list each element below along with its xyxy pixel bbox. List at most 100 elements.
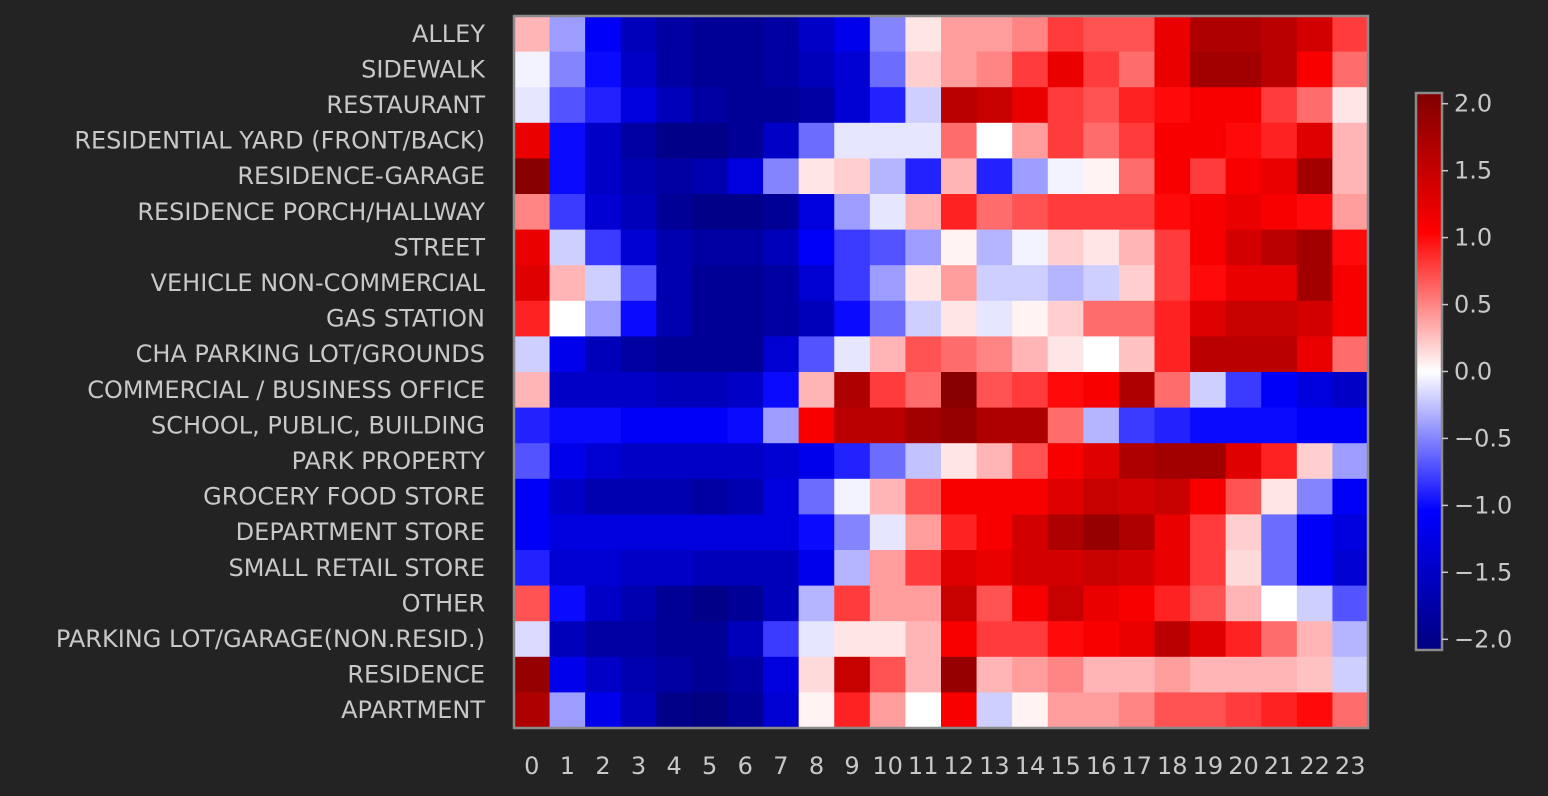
heatmap-cell xyxy=(514,514,551,551)
heatmap-cell xyxy=(869,407,907,444)
heatmap-cell xyxy=(1190,300,1227,337)
heatmap-cell xyxy=(1118,194,1156,231)
heatmap-cell xyxy=(869,229,907,266)
colorbar-tick-label: −2.0 xyxy=(1454,625,1512,653)
heatmap-cell xyxy=(976,550,1013,587)
y-tick-label: COMMERCIAL / BUSINESS OFFICE xyxy=(87,376,485,404)
heatmap-cell xyxy=(514,158,551,195)
heatmap-cell xyxy=(656,158,693,195)
heatmap-cell xyxy=(514,550,551,587)
heatmap-cell xyxy=(905,336,942,373)
heatmap-cell xyxy=(798,194,835,231)
heatmap-cell xyxy=(1261,585,1298,622)
heatmap-cell xyxy=(1083,407,1120,444)
heatmap-cell xyxy=(905,407,942,444)
heatmap-cell xyxy=(620,692,657,729)
colorbar-ticks: 2.0 1.5 1.0 0.5 0.0 −0.5 −1.0 −1.5 −2.0 xyxy=(1442,90,1512,653)
heatmap-cell xyxy=(798,16,835,53)
heatmap-cell xyxy=(1118,300,1156,337)
heatmap-cell xyxy=(834,158,871,195)
heatmap-cell xyxy=(1190,87,1227,124)
heatmap-cell xyxy=(1296,336,1334,373)
x-tick-label: 4 xyxy=(666,752,681,780)
heatmap-cell xyxy=(727,478,764,515)
heatmap-cell xyxy=(1012,585,1049,622)
heatmap-cell xyxy=(1261,656,1298,693)
colorbar-tick-label: −1.0 xyxy=(1454,491,1512,519)
heatmap-cell xyxy=(905,16,942,53)
heatmap-cell xyxy=(620,229,657,266)
heatmap-cell xyxy=(798,585,835,622)
heatmap-cell xyxy=(656,336,693,373)
heatmap-cell xyxy=(656,194,693,231)
heatmap-cell xyxy=(1261,621,1298,658)
heatmap-cell xyxy=(1332,656,1369,693)
heatmap-cell xyxy=(691,407,729,444)
heatmap-cell xyxy=(1225,158,1262,195)
heatmap-cell xyxy=(1154,550,1191,587)
heatmap-cell xyxy=(1332,443,1369,480)
y-tick-label: SMALL RETAIL STORE xyxy=(229,554,486,582)
heatmap-cell xyxy=(656,407,693,444)
heatmap-cell xyxy=(905,621,942,658)
colorbar-tick-label: 1.5 xyxy=(1454,157,1492,185)
heatmap-cell xyxy=(1012,229,1049,266)
heatmap-cell xyxy=(1296,443,1334,480)
heatmap-cell xyxy=(1332,407,1369,444)
heatmap-cell xyxy=(1225,229,1262,266)
heatmap-cell xyxy=(691,265,729,302)
heatmap-cell xyxy=(1225,16,1262,53)
heatmap-cell xyxy=(656,16,693,53)
x-tick-label: 0 xyxy=(524,752,539,780)
heatmap-cell xyxy=(691,550,729,587)
heatmap-cell xyxy=(1190,194,1227,231)
heatmap-cell xyxy=(1118,16,1156,53)
heatmap-cell xyxy=(905,265,942,302)
heatmap-cell xyxy=(1047,158,1084,195)
heatmap-frame xyxy=(512,14,1370,730)
heatmap-cell xyxy=(727,122,764,159)
heatmap-cell xyxy=(656,478,693,515)
heatmap-cell xyxy=(869,514,907,551)
heatmap-cell xyxy=(1296,51,1334,88)
heatmap-cell xyxy=(1190,514,1227,551)
heatmap-cell xyxy=(549,16,586,53)
heatmap-cell xyxy=(1332,158,1369,195)
heatmap-cell xyxy=(585,122,622,159)
y-tick-label: OTHER xyxy=(402,589,485,617)
heatmap-cell xyxy=(834,194,871,231)
heatmap-cell xyxy=(514,621,551,658)
heatmap-cell xyxy=(691,478,729,515)
colorbar-tick-label: 0.0 xyxy=(1454,358,1492,386)
heatmap-cell xyxy=(656,372,693,409)
heatmap-cell xyxy=(1154,585,1191,622)
heatmap-cell xyxy=(763,478,800,515)
heatmap-cell xyxy=(1225,621,1262,658)
heatmap-cell xyxy=(941,122,978,159)
heatmap-cell xyxy=(656,51,693,88)
y-tick-label: RESIDENCE PORCH/HALLWAY xyxy=(137,198,485,226)
heatmap-cell xyxy=(798,300,835,337)
x-tick-label: 3 xyxy=(631,752,646,780)
heatmap-cell xyxy=(549,585,586,622)
heatmap-cell xyxy=(514,585,551,622)
heatmap-cell xyxy=(549,51,586,88)
heatmap-cell xyxy=(905,692,942,729)
heatmap-cell xyxy=(941,372,978,409)
heatmap-cell xyxy=(869,336,907,373)
heatmap-cell xyxy=(585,656,622,693)
heatmap-cell xyxy=(976,478,1013,515)
heatmap-cell xyxy=(1083,87,1120,124)
heatmap-cell xyxy=(834,621,871,658)
heatmap-cell xyxy=(549,265,586,302)
heatmap-cell xyxy=(585,300,622,337)
heatmap-cell xyxy=(763,372,800,409)
heatmap-cell xyxy=(976,372,1013,409)
heatmap-cell xyxy=(1154,51,1191,88)
heatmap-cell xyxy=(620,194,657,231)
heatmap-cell xyxy=(549,229,586,266)
heatmap-cell xyxy=(1225,585,1262,622)
heatmap-cell xyxy=(834,265,871,302)
y-tick-label: CHA PARKING LOT/GROUNDS xyxy=(136,340,485,368)
